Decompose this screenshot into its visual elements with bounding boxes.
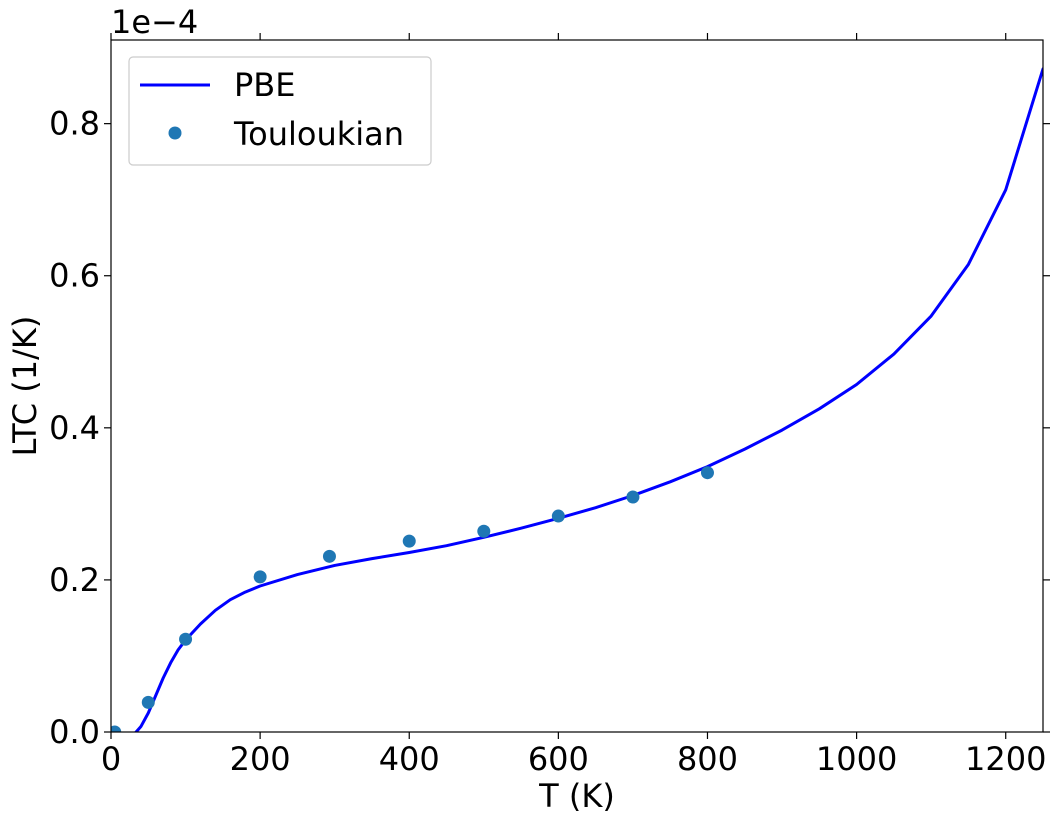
data-point-touloukian <box>253 570 267 584</box>
plot-frame <box>110 39 1044 733</box>
legend: PBE Touloukian <box>128 56 432 166</box>
y-tick-label: 0.2 <box>49 561 100 599</box>
data-point-touloukian <box>402 534 416 548</box>
y-axis-label: LTC (1/K) <box>6 316 44 457</box>
y-offset-text: 1e−4 <box>111 3 198 41</box>
x-tick-label: 1200 <box>965 740 1046 778</box>
data-point-touloukian <box>141 695 155 709</box>
y-tick-label: 0.4 <box>49 409 100 447</box>
ticks-layer: 0 200 400 600 800 1000 1200 0.0 0.2 0.4 0.6 0.8 <box>49 33 1050 778</box>
data-point-touloukian <box>626 490 640 504</box>
x-tick-label: 200 <box>230 740 291 778</box>
x-tick-label: 800 <box>677 740 738 778</box>
legend-marker-swatch <box>168 126 182 140</box>
series-layer <box>111 67 1043 732</box>
y-tick-label: 0.6 <box>49 257 100 295</box>
x-tick-label: 0 <box>101 740 121 778</box>
x-tick-label: 400 <box>379 740 440 778</box>
data-point-touloukian <box>179 632 193 646</box>
x-tick-label: 1000 <box>816 740 897 778</box>
legend-label-touloukian: Touloukian <box>233 115 404 153</box>
data-point-touloukian <box>700 466 714 480</box>
y-tick-label: 0.8 <box>49 105 100 143</box>
data-point-touloukian <box>322 549 336 563</box>
data-point-touloukian <box>477 524 491 538</box>
data-point-touloukian <box>111 725 122 732</box>
legend-label-pbe: PBE <box>234 66 295 104</box>
series-line-pbe <box>111 67 1043 732</box>
data-point-touloukian <box>551 509 565 523</box>
y-tick-label: 0.0 <box>49 713 100 751</box>
x-tick-label: 600 <box>528 740 589 778</box>
x-axis-label: T (K) <box>538 777 615 815</box>
